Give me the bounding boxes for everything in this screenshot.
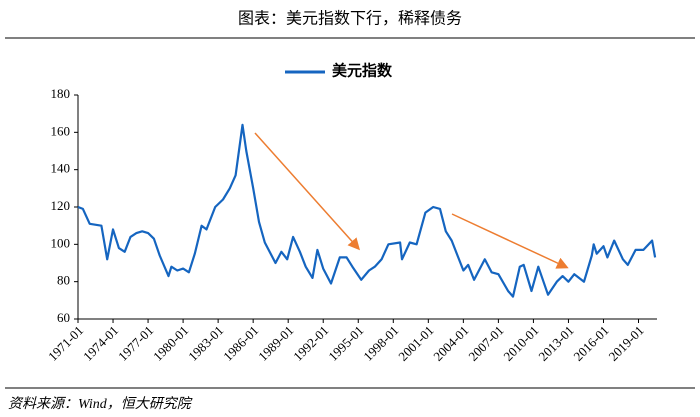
y-tick-label: 80 — [57, 273, 70, 288]
chart-title: 图表：美元指数下行，稀释债务 — [238, 10, 462, 28]
y-tick-label: 120 — [51, 198, 71, 213]
x-tick-label: 1989-01 — [255, 323, 296, 364]
x-tick-label: 2019-01 — [605, 323, 646, 364]
y-tick-label: 100 — [51, 235, 71, 250]
legend-label: 美元指数 — [332, 61, 393, 79]
x-tick-label: 1992-01 — [290, 323, 331, 364]
data-line — [77, 123, 657, 298]
y-tick-label: 60 — [57, 310, 70, 325]
source: 资料来源：Wind，恒大研究院 — [8, 396, 193, 412]
x-tick-label: 2004-01 — [430, 323, 471, 364]
x-tick-label: 2007-01 — [465, 323, 506, 364]
trend-arrow — [254, 132, 361, 251]
x-tick-label: 2001-01 — [395, 323, 436, 364]
x-tick-label: 1998-01 — [360, 323, 401, 364]
x-tick-label: 1971-01 — [45, 323, 86, 364]
y-tick-label: 180 — [51, 86, 71, 101]
x-tick-label: 1980-01 — [150, 323, 191, 364]
trend-arrow — [451, 213, 569, 269]
x-tick-label: 1983-01 — [185, 323, 226, 364]
x-tick-label: 1995-01 — [325, 323, 366, 364]
x-tick-label: 2013-01 — [535, 323, 576, 364]
x-tick-label: 2010-01 — [500, 323, 541, 364]
y-tick-label: 140 — [51, 161, 71, 176]
x-tick-label: 1986-01 — [220, 323, 261, 364]
y-tick-label: 160 — [51, 123, 71, 138]
x-tick-label: 2016-01 — [570, 323, 611, 364]
x-tick-label: 1974-01 — [80, 323, 121, 364]
x-tick-label: 1977-01 — [115, 323, 156, 364]
